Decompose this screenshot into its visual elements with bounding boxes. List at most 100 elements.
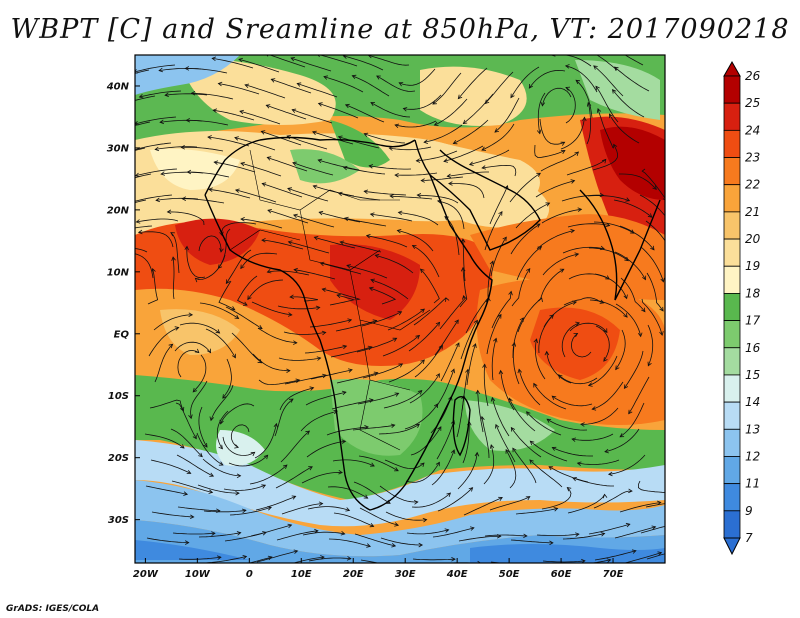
streamline-arrowhead [340,530,346,536]
streamline-arrowhead [209,416,214,422]
streamline-arrowhead [368,286,374,292]
streamline [196,432,224,466]
colorbar-swatch [723,293,741,321]
streamline [536,230,575,250]
streamline-arrowhead [564,64,570,69]
streamline-arrowhead [265,104,271,109]
streamline [240,162,282,177]
streamline [319,211,361,223]
streamline [575,80,593,119]
streamline [510,539,553,544]
streamline-arrowhead [433,121,439,126]
streamline [274,398,294,437]
streamline-arrowhead [341,390,347,396]
streamline [177,349,199,378]
streamline [541,487,572,510]
streamline [326,426,369,436]
streamline [511,268,531,307]
streamline-arrowhead [659,306,664,312]
streamline-arrowhead [603,357,608,362]
streamline-arrowhead [572,477,577,482]
streamline-arrowhead [398,82,404,87]
streamline-arrowhead [423,139,429,144]
streamline-arrowhead [446,173,452,179]
streamline-arrowhead [628,409,633,415]
streamline [510,427,542,458]
streamline-arrowhead [110,130,114,134]
streamline-arrowhead [510,426,516,432]
streamline-arrowhead [462,119,468,125]
streamline-arrowhead [576,461,582,467]
streamline [370,213,413,222]
streamline-arrowhead [185,540,190,545]
streamline-arrowhead [219,419,224,425]
colorbar-label: 18 [745,286,761,300]
streamline-arrowhead [647,361,652,367]
streamline [640,246,664,282]
streamline-arrowhead [575,532,580,537]
streamline-arrowhead [321,287,327,293]
streamline [353,481,391,504]
colorbar-label: 11 [745,477,760,491]
streamline-arrowhead [151,268,156,273]
streamline [138,231,174,248]
streamline-arrowhead [130,148,134,152]
streamline-arrowhead [641,307,646,313]
streamline [624,350,644,389]
streamline [485,71,514,104]
streamline [262,183,303,198]
streamline-arrowhead [489,260,494,266]
streamline [225,306,263,329]
streamline [150,459,191,474]
streamline-arrowhead [293,213,298,219]
streamline-arrowhead [535,223,541,228]
streamline-arrowhead [211,531,216,536]
streamline-arrowhead [529,440,535,446]
streamline [515,508,558,515]
streamline [542,87,572,106]
colorbar-label: 9 [745,504,753,518]
streamline-arrowhead [338,469,343,475]
streamline-arrowhead [242,555,248,560]
colorbar-label: 22 [745,178,760,192]
streamline-arrowhead [194,348,200,354]
streamline [535,180,575,198]
streamline-arrowhead [291,495,297,500]
streamline [528,69,566,89]
streamline [483,444,495,485]
streamline [356,337,397,353]
streamline-arrowhead [475,389,481,395]
streamline [465,297,489,334]
streamline [343,55,384,71]
streamline-arrowhead [517,368,523,374]
streamline-arrowhead [170,232,175,237]
streamline [369,165,412,170]
streamline-arrowhead [591,406,597,411]
lon-tick-label: 70E [603,569,624,580]
streamline [614,526,656,539]
streamline-arrowhead [261,237,266,243]
streamline [435,369,455,408]
streamline [320,262,362,275]
streamline-arrowhead [211,56,217,62]
streamline [308,557,351,562]
streamline [399,68,436,86]
streamline [463,93,494,124]
streamline-arrowhead [260,130,266,135]
streamline [384,459,425,470]
streamline-arrowhead [625,197,631,202]
streamline [220,403,255,424]
streamline [335,565,377,569]
streamline-arrowhead [313,236,319,241]
streamline [257,327,297,344]
streamline-arrowhead [365,234,371,239]
streamline [230,424,250,448]
streamline-arrowhead [203,442,208,448]
streamline [309,319,352,328]
streamline [458,67,488,99]
streamline [203,509,246,513]
streamline-arrowhead [343,216,349,222]
streamline [432,527,475,538]
streamline-arrowhead [494,128,499,133]
colorbar-max-arrow [723,60,741,77]
